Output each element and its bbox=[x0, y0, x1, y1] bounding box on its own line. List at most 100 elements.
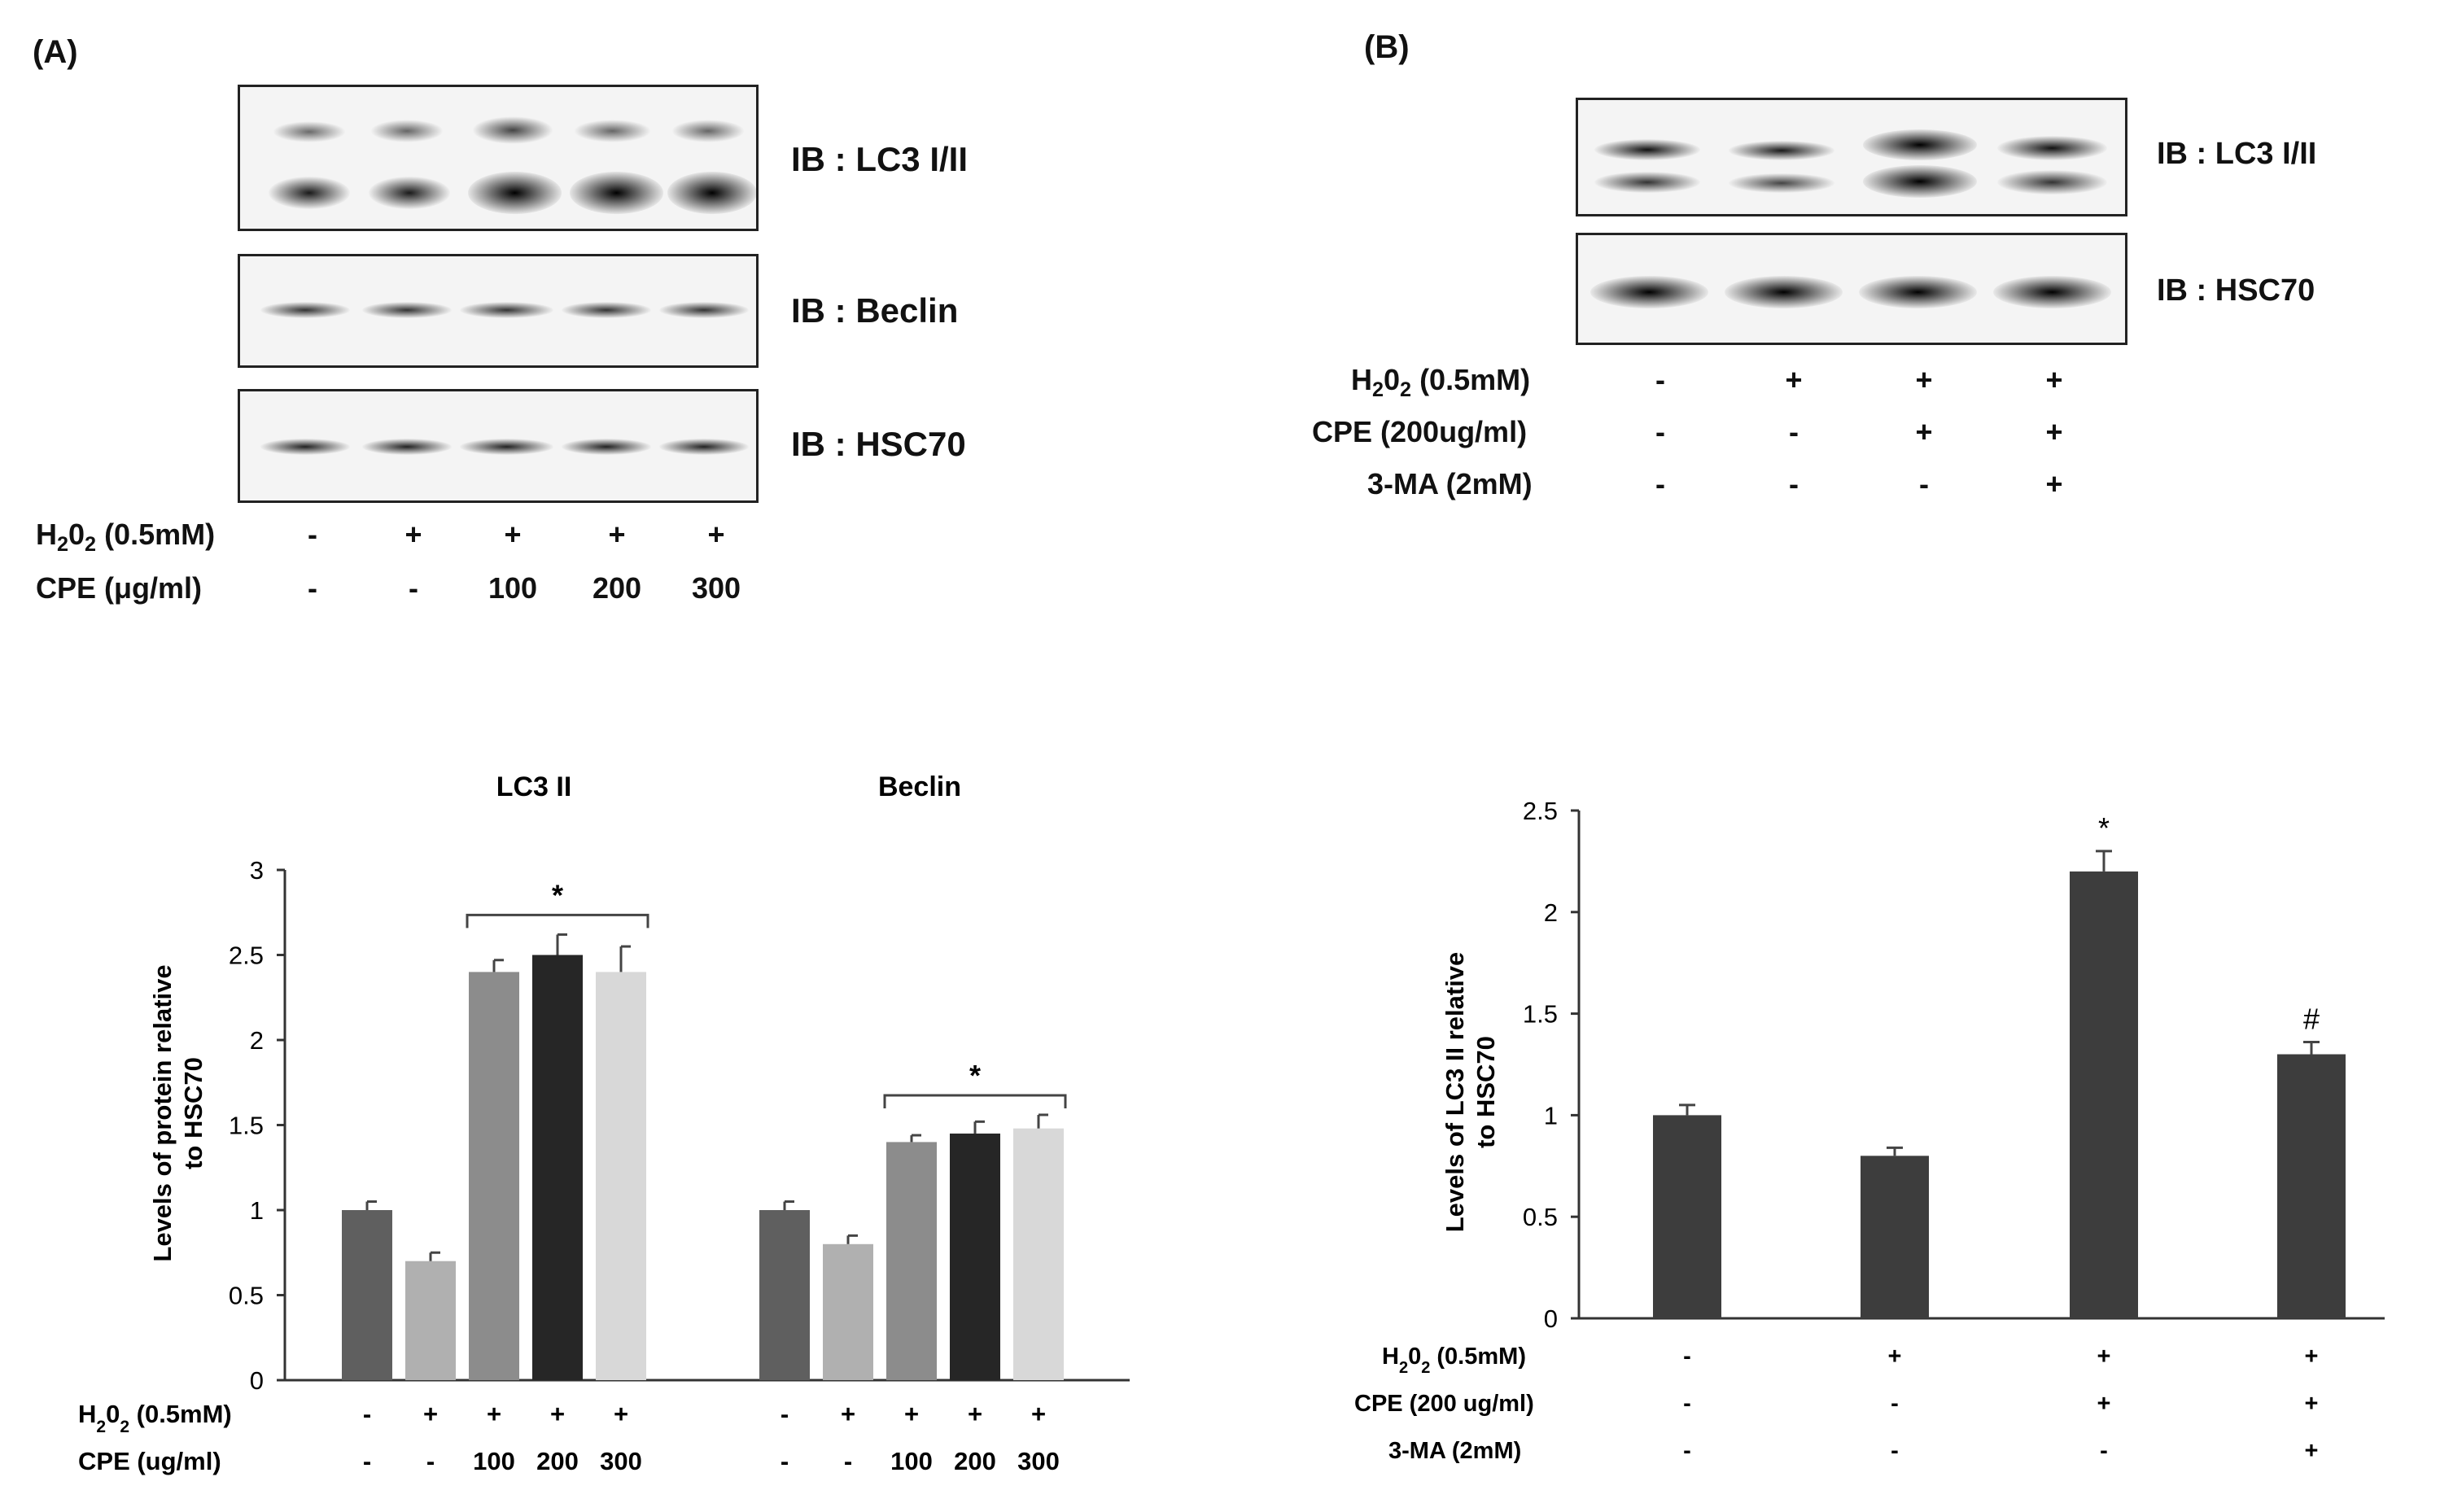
chart-a-bar-1-0 bbox=[759, 1210, 810, 1380]
chart-b-ma-value-1: - bbox=[1891, 1438, 1899, 1464]
chart-a-h2o2-value-1-2: + bbox=[904, 1400, 919, 1428]
blot-b-h2o2-value-0: - bbox=[1655, 363, 1665, 396]
blot-b-h2o2-value-2: + bbox=[1915, 363, 1933, 396]
panel-b-letter: (B) bbox=[1364, 29, 1410, 65]
chart-a-sig-0: * bbox=[552, 878, 563, 911]
chart-a-cpe-value-1-1: - bbox=[844, 1447, 852, 1475]
chart-a-h2o2-value-0-0: - bbox=[363, 1400, 371, 1428]
blot-b-ma-value-0: - bbox=[1655, 467, 1665, 500]
chart-b-bar-1 bbox=[1861, 1156, 1929, 1318]
blot-a-beclin-label: IB : Beclin bbox=[791, 291, 959, 330]
blot-a-h2o2-value-3: + bbox=[608, 518, 626, 551]
chart-a-cpe-value-1-2: 100 bbox=[890, 1447, 933, 1475]
blot-b-cpe-label: CPE (200ug/ml) bbox=[1312, 415, 1528, 448]
chart-b-mark-2: * bbox=[2098, 811, 2110, 845]
chart-b-h2o2-value-2: + bbox=[2097, 1344, 2111, 1370]
blot-a-h2o2-value-2: + bbox=[504, 518, 522, 551]
blot-b-ma-value-3: + bbox=[2045, 467, 2063, 500]
chart-a-bracket-1 bbox=[883, 1094, 1067, 1108]
chart-b: Levels of LC3 II relative to HSC70 0 0.5 1… bbox=[1354, 797, 2385, 1464]
chart-a-h2o2-value-1-1: + bbox=[841, 1400, 855, 1428]
chart-a-bar-1-2 bbox=[886, 1142, 937, 1380]
chart-a-ytick-6: 3 bbox=[250, 856, 264, 885]
chart-b-bar-2 bbox=[2070, 871, 2138, 1318]
chart-b-h2o2-value-0: - bbox=[1683, 1344, 1691, 1370]
blot-b-hsc70 bbox=[1576, 233, 2127, 345]
chart-a-group-title-beclin: Beclin bbox=[878, 771, 961, 802]
blot-a-hsc70-label: IB : HSC70 bbox=[791, 425, 966, 463]
blot-a-lc3 bbox=[238, 85, 759, 231]
panel-a-letter: (A) bbox=[33, 34, 78, 70]
chart-a-bar-1-4 bbox=[1013, 1128, 1064, 1380]
chart-a-bar-0-1 bbox=[405, 1261, 456, 1380]
chart-a-bar-1-3 bbox=[950, 1133, 1000, 1380]
blot-a-cpe-label: CPE (μg/ml) bbox=[36, 571, 203, 605]
chart-a-h2o2-value-1-4: + bbox=[1031, 1400, 1046, 1428]
chart-a-ytick-4: 2 bbox=[250, 1026, 264, 1055]
chart-a-cpe-label: CPE (ug/ml) bbox=[78, 1447, 221, 1475]
chart-a-bar-0-3 bbox=[532, 955, 583, 1380]
chart-b-cpe-value-2: + bbox=[2097, 1391, 2111, 1417]
chart-b-cpe-label: CPE (200 ug/ml) bbox=[1354, 1391, 1534, 1417]
chart-a-h2o2-value-0-1: + bbox=[423, 1400, 438, 1428]
blot-a-cpe-value-0: - bbox=[308, 571, 317, 605]
blot-b-lc3-label: IB : LC3 I/II bbox=[2157, 137, 2317, 171]
blot-b-ma-label: 3-MA (2mM) bbox=[1367, 467, 1533, 500]
blot-b-cpe-value-2: + bbox=[1915, 415, 1933, 448]
chart-a-bracket-0 bbox=[466, 913, 649, 929]
blot-a-h2o2-value-0: - bbox=[308, 518, 317, 551]
blot-a-cpe-value-1: - bbox=[409, 571, 418, 605]
chart-a-group-title-lc3: LC3 II bbox=[496, 771, 572, 802]
chart-b-bar-0 bbox=[1653, 1115, 1721, 1318]
chart-a-cpe-value-0-3: 200 bbox=[536, 1447, 579, 1475]
chart-a-cpe-value-1-0: - bbox=[781, 1447, 789, 1475]
chart-b-ma-value-0: - bbox=[1683, 1438, 1691, 1464]
chart-a-h2o2-value-1-0: - bbox=[781, 1400, 789, 1428]
chart-b-cpe-value-1: - bbox=[1891, 1391, 1899, 1417]
chart-a-ylabel-1: Levels of protein relative bbox=[148, 964, 177, 1261]
chart-a-bar-0-2 bbox=[469, 972, 519, 1380]
chart-b-ma-value-3: + bbox=[2305, 1438, 2319, 1464]
blot-a-beclin bbox=[238, 254, 759, 368]
chart-b-ytick-1: 0.5 bbox=[1523, 1203, 1558, 1231]
blot-a-hsc70 bbox=[238, 389, 759, 503]
chart-a-sig-1: * bbox=[969, 1059, 981, 1092]
chart-a-h2o2-value-0-4: + bbox=[614, 1400, 628, 1428]
chart-a-h2o2-label: H202 (0.5mM) bbox=[78, 1400, 232, 1436]
chart-a-bar-0-4 bbox=[596, 972, 646, 1380]
blot-a-lc3-label: IB : LC3 I/II bbox=[791, 140, 969, 178]
chart-a-bar-1-1 bbox=[823, 1243, 873, 1380]
blot-b-cpe-value-3: + bbox=[2045, 415, 2063, 448]
chart-a-cpe-value-0-1: - bbox=[426, 1447, 435, 1475]
chart-b-ylabel-1: Levels of LC3 II relative bbox=[1441, 952, 1469, 1233]
blot-b-h2o2-label: H202 (0.5mM) bbox=[1351, 363, 1531, 402]
chart-a-h2o2-value-0-2: + bbox=[487, 1400, 501, 1428]
chart-b-h2o2-value-1: + bbox=[1888, 1344, 1902, 1370]
chart-a-ytick-2: 1 bbox=[250, 1196, 264, 1225]
chart-b-ytick-4: 2 bbox=[1544, 898, 1558, 927]
chart-a-ytick-5: 2.5 bbox=[229, 942, 264, 970]
blot-a-cpe-value-2: 100 bbox=[488, 571, 538, 605]
chart-b-ma-value-2: - bbox=[2100, 1438, 2108, 1464]
blot-b-hsc70-label: IB : HSC70 bbox=[2157, 273, 2315, 308]
chart-b-ytick-5: 2.5 bbox=[1523, 797, 1558, 825]
chart-b-h2o2-value-3: + bbox=[2305, 1344, 2319, 1370]
chart-a-cpe-value-0-2: 100 bbox=[473, 1447, 515, 1475]
chart-a-ylabel-2: to HSC70 bbox=[179, 1057, 208, 1169]
chart-a-ytick-3: 1.5 bbox=[229, 1112, 264, 1140]
chart-a-bar-0-0 bbox=[342, 1210, 392, 1380]
blot-b-h2o2-value-3: + bbox=[2045, 363, 2063, 396]
blot-a-cpe-value-3: 200 bbox=[592, 571, 642, 605]
chart-a-ytick-1: 0.5 bbox=[229, 1282, 264, 1310]
chart-b-bar-3 bbox=[2277, 1054, 2346, 1318]
chart-b-mark-3: # bbox=[2303, 1003, 2320, 1036]
blot-b-cpe-value-0: - bbox=[1655, 415, 1665, 448]
blot-b-cpe-value-1: - bbox=[1789, 415, 1799, 448]
chart-a-ytick-0: 0 bbox=[250, 1366, 264, 1395]
chart-b-cpe-value-0: - bbox=[1683, 1391, 1691, 1417]
chart-a-cpe-value-0-4: 300 bbox=[600, 1447, 642, 1475]
chart-a: LC3 II Beclin Levels of protein relative… bbox=[78, 771, 1130, 1475]
blot-a-h2o2-label: H202 (0.5mM) bbox=[36, 518, 216, 557]
chart-b-ylabel-2: to HSC70 bbox=[1471, 1036, 1500, 1148]
blot-b-ma-value-2: - bbox=[1919, 467, 1929, 500]
